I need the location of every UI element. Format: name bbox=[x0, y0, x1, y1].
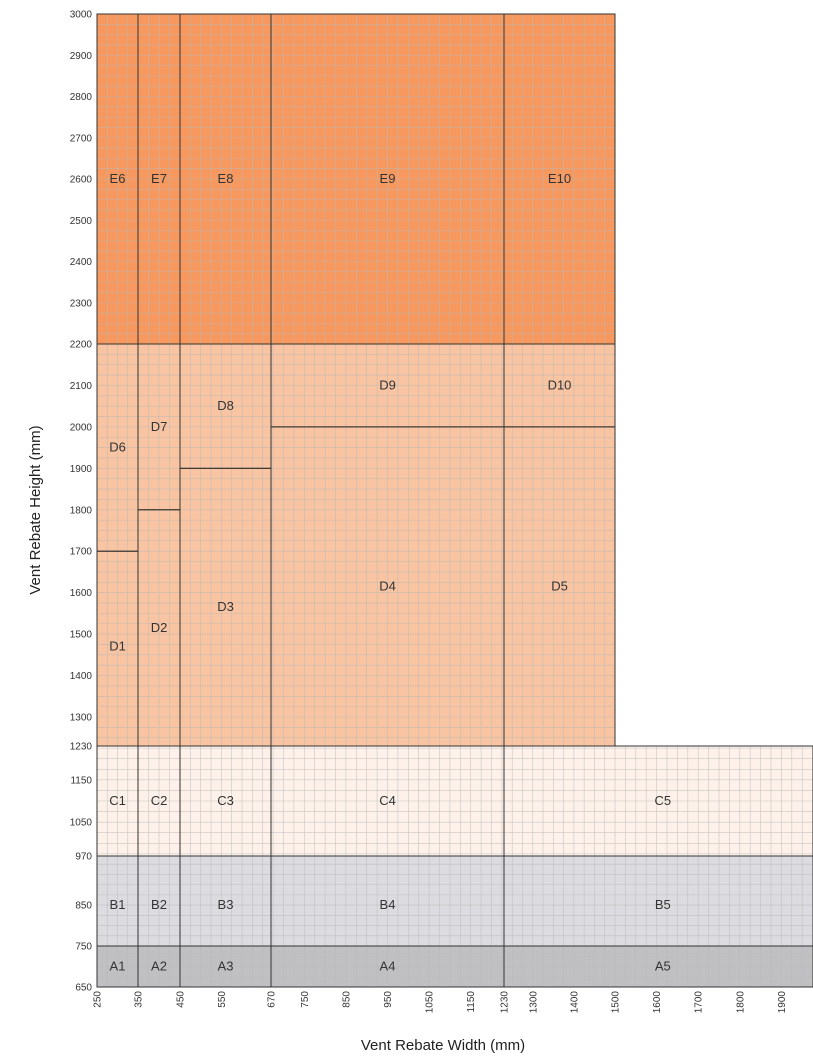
zone-label-b2: B2 bbox=[151, 897, 167, 912]
zone-label-d3: D3 bbox=[217, 599, 234, 614]
y-tick-label: 2900 bbox=[70, 51, 93, 62]
x-tick-label: 1050 bbox=[425, 991, 436, 1014]
x-tick-label: 1400 bbox=[569, 991, 580, 1014]
y-tick-label: 1800 bbox=[70, 505, 93, 516]
y-tick-label: 2200 bbox=[70, 340, 93, 351]
y-tick-label: 2300 bbox=[70, 298, 93, 309]
y-tick-label: 1230 bbox=[70, 742, 93, 753]
x-tick-label: 350 bbox=[134, 991, 145, 1008]
y-tick-label: 2800 bbox=[70, 92, 93, 103]
zone-label-d5: D5 bbox=[551, 578, 568, 593]
zone-label-d10: D10 bbox=[548, 377, 572, 392]
x-tick-label: 950 bbox=[383, 991, 394, 1008]
zone-label-d7: D7 bbox=[151, 419, 168, 434]
x-tick-label: 850 bbox=[341, 991, 352, 1008]
zone-label-e6: E6 bbox=[110, 171, 126, 186]
y-tick-label: 2400 bbox=[70, 257, 93, 268]
y-tick-label: 2000 bbox=[70, 422, 93, 433]
y-tick-label: 2700 bbox=[70, 133, 93, 144]
x-tick-label: 750 bbox=[300, 991, 311, 1008]
y-tick-label: 650 bbox=[75, 983, 92, 994]
zone-label-d9: D9 bbox=[379, 377, 396, 392]
zone-label-e7: E7 bbox=[151, 171, 167, 186]
x-tick-label: 1150 bbox=[466, 991, 477, 1013]
y-tick-label: 1900 bbox=[70, 464, 93, 475]
zone-borders bbox=[96, 13, 813, 988]
zone-label-c3: C3 bbox=[217, 793, 234, 808]
y-tick-label: 850 bbox=[75, 901, 92, 912]
x-tick-label: 670 bbox=[267, 991, 278, 1008]
zone-b5 bbox=[504, 856, 813, 946]
x-tick-label: 1600 bbox=[652, 991, 663, 1014]
zone-label-e9: E9 bbox=[380, 171, 396, 186]
y-tick-label: 3000 bbox=[70, 10, 93, 21]
y-tick-label: 1600 bbox=[70, 588, 93, 599]
y-tick-label: 750 bbox=[75, 942, 92, 953]
y-tick-label: 2500 bbox=[70, 216, 93, 227]
y-tick-label: 2600 bbox=[70, 175, 93, 186]
zone-label-e10: E10 bbox=[548, 171, 571, 186]
y-tick-label: 1300 bbox=[70, 712, 93, 723]
zone-label-d2: D2 bbox=[151, 620, 168, 635]
zone-border-c5 bbox=[503, 745, 813, 857]
x-tick-label: 1500 bbox=[611, 991, 622, 1014]
zone-label-c1: C1 bbox=[109, 793, 126, 808]
zone-label-a4: A4 bbox=[380, 959, 396, 974]
x-tick-label: 250 bbox=[93, 991, 104, 1008]
zone-b3 bbox=[180, 856, 271, 946]
y-axis-title: Vent Rebate Height (mm) bbox=[27, 425, 44, 594]
y-tick-label: 1700 bbox=[70, 547, 93, 558]
y-tick-label: 970 bbox=[75, 852, 92, 863]
x-tick-label: 1700 bbox=[694, 991, 705, 1014]
x-tick-label: 1800 bbox=[735, 991, 746, 1014]
zone-label-a5: A5 bbox=[655, 959, 671, 974]
x-tick-label: 1300 bbox=[528, 991, 539, 1014]
x-tick-label: 1900 bbox=[777, 991, 788, 1014]
zone-fills bbox=[97, 14, 813, 987]
x-tick-label: 450 bbox=[176, 991, 187, 1008]
zone-label-d8: D8 bbox=[217, 398, 234, 413]
y-tick-label: 1400 bbox=[70, 671, 93, 682]
y-tick-label: 2100 bbox=[70, 381, 93, 392]
zone-label-d6: D6 bbox=[109, 440, 126, 455]
zone-label-d4: D4 bbox=[379, 578, 396, 593]
zone-label-b3: B3 bbox=[218, 897, 234, 912]
y-tick-label: 1150 bbox=[70, 775, 92, 786]
zone-label-b5: B5 bbox=[655, 897, 671, 912]
zone-label-b1: B1 bbox=[110, 897, 126, 912]
zone-label-c5: C5 bbox=[655, 793, 672, 808]
y-tick-label: 1500 bbox=[70, 630, 93, 641]
zone-label-a3: A3 bbox=[218, 959, 234, 974]
zone-label-e8: E8 bbox=[218, 171, 234, 186]
x-tick-label: 1230 bbox=[500, 991, 511, 1014]
x-axis-ticks: 250 350 450 550 670 750 850 950 1050 1150 1230 1300… bbox=[93, 991, 788, 1014]
zone-border-e10 bbox=[503, 13, 616, 345]
zone-label-a2: A2 bbox=[151, 959, 167, 974]
zone-label-a1: A1 bbox=[110, 959, 126, 974]
zone-label-c4: C4 bbox=[379, 793, 396, 808]
y-axis-ticks: 650 750 850 970 1050 1150 1230 1300 1400 1500 1600… bbox=[70, 10, 93, 994]
zone-label-b4: B4 bbox=[380, 897, 396, 912]
y-tick-label: 1050 bbox=[70, 818, 93, 829]
x-tick-label: 550 bbox=[217, 991, 228, 1008]
zone-d3 bbox=[180, 468, 271, 746]
zone-label-d1: D1 bbox=[109, 639, 126, 654]
x-axis-title: Vent Rebate Width (mm) bbox=[361, 1037, 525, 1054]
zone-labels: A1 A2 A3 A4 A5 B1 B2 B3 B4 B5 C1 C2 C3 C4 C5 D1 D2 D3 D4 D5… bbox=[109, 171, 671, 974]
zone-label-c2: C2 bbox=[151, 793, 168, 808]
